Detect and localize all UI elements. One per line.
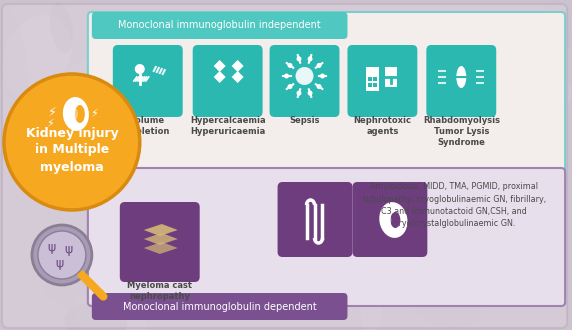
Ellipse shape	[469, 235, 506, 271]
Circle shape	[316, 63, 321, 68]
Circle shape	[316, 84, 321, 89]
Text: Amyloidosis, MIDD, TMA, PGMID, proximal
tubulopathy, cryoglobulinaemic GN, fibri: Amyloidosis, MIDD, TMA, PGMID, proximal …	[363, 182, 546, 228]
Circle shape	[296, 56, 301, 61]
FancyBboxPatch shape	[2, 4, 567, 328]
Ellipse shape	[411, 278, 483, 328]
FancyBboxPatch shape	[386, 67, 398, 87]
FancyBboxPatch shape	[113, 45, 182, 117]
FancyBboxPatch shape	[193, 45, 263, 117]
Polygon shape	[214, 60, 225, 72]
Ellipse shape	[72, 108, 78, 120]
Ellipse shape	[33, 80, 91, 137]
Polygon shape	[144, 233, 178, 245]
Text: Myeloma cast
nephropathy: Myeloma cast nephropathy	[127, 281, 192, 301]
Circle shape	[38, 231, 86, 279]
Ellipse shape	[346, 97, 410, 195]
FancyBboxPatch shape	[120, 202, 200, 282]
Text: Volume
depletion: Volume depletion	[125, 116, 170, 136]
FancyBboxPatch shape	[269, 45, 339, 117]
Circle shape	[320, 74, 325, 79]
Circle shape	[284, 74, 289, 79]
FancyBboxPatch shape	[277, 182, 352, 257]
Bar	[368, 83, 372, 87]
Ellipse shape	[383, 167, 436, 196]
Polygon shape	[214, 71, 225, 83]
Circle shape	[4, 74, 140, 210]
Ellipse shape	[487, 79, 571, 156]
Circle shape	[32, 225, 92, 285]
FancyBboxPatch shape	[367, 67, 379, 91]
Ellipse shape	[0, 3, 29, 112]
Ellipse shape	[538, 0, 571, 85]
Text: ψ: ψ	[65, 243, 73, 255]
Text: Nephrotoxic
agents: Nephrotoxic agents	[353, 116, 411, 136]
Ellipse shape	[456, 66, 466, 88]
Ellipse shape	[232, 235, 289, 291]
Ellipse shape	[291, 204, 373, 227]
Circle shape	[288, 63, 292, 68]
Ellipse shape	[344, 139, 422, 233]
Text: Rhabdomyolysis
Tumor Lysis
Syndrome: Rhabdomyolysis Tumor Lysis Syndrome	[423, 116, 500, 147]
Ellipse shape	[390, 152, 494, 219]
Circle shape	[288, 84, 292, 89]
Ellipse shape	[391, 212, 400, 228]
Ellipse shape	[197, 151, 225, 199]
Polygon shape	[232, 60, 244, 72]
Ellipse shape	[404, 58, 462, 127]
Ellipse shape	[379, 202, 407, 238]
Circle shape	[308, 91, 312, 96]
Text: ⚡: ⚡	[90, 109, 98, 119]
Ellipse shape	[239, 94, 299, 192]
Ellipse shape	[76, 283, 153, 330]
Ellipse shape	[300, 209, 339, 250]
Circle shape	[296, 67, 313, 85]
Text: ⚡: ⚡	[46, 119, 54, 129]
Ellipse shape	[386, 215, 391, 225]
Polygon shape	[232, 71, 244, 83]
Text: Monoclonal immunoglobulin dependent: Monoclonal immunoglobulin dependent	[123, 302, 316, 312]
Ellipse shape	[42, 278, 123, 314]
Ellipse shape	[75, 105, 85, 123]
Polygon shape	[144, 242, 178, 254]
Ellipse shape	[63, 97, 89, 131]
FancyBboxPatch shape	[92, 293, 347, 320]
FancyBboxPatch shape	[92, 12, 347, 39]
Bar	[374, 77, 378, 81]
FancyBboxPatch shape	[88, 168, 565, 306]
Text: Monoclonal immunoglobulin independent: Monoclonal immunoglobulin independent	[118, 20, 321, 30]
Ellipse shape	[412, 50, 458, 92]
Ellipse shape	[61, 143, 123, 187]
Ellipse shape	[452, 35, 499, 93]
FancyBboxPatch shape	[88, 12, 565, 182]
Circle shape	[135, 64, 145, 74]
Circle shape	[308, 56, 312, 61]
Text: Kidney injury
in Multiple
myeloma: Kidney injury in Multiple myeloma	[26, 126, 118, 174]
FancyBboxPatch shape	[426, 45, 496, 117]
Bar	[374, 83, 378, 87]
Text: ψ: ψ	[48, 241, 56, 253]
Ellipse shape	[307, 147, 347, 201]
FancyBboxPatch shape	[352, 182, 427, 257]
Text: Sepsis: Sepsis	[289, 116, 320, 125]
Ellipse shape	[46, 58, 130, 151]
Ellipse shape	[408, 159, 484, 198]
Circle shape	[296, 91, 301, 96]
Ellipse shape	[503, 12, 572, 49]
Polygon shape	[144, 224, 178, 236]
FancyBboxPatch shape	[347, 45, 418, 117]
Ellipse shape	[64, 303, 127, 330]
Bar	[368, 77, 372, 81]
Ellipse shape	[360, 268, 383, 330]
Text: Hypercalcaemia
Hyperuricaemia: Hypercalcaemia Hyperuricaemia	[190, 116, 265, 136]
Ellipse shape	[1, 15, 72, 98]
Text: ψ: ψ	[56, 257, 64, 271]
Ellipse shape	[143, 106, 202, 138]
Text: ⚡: ⚡	[47, 106, 56, 118]
Ellipse shape	[50, 3, 73, 53]
